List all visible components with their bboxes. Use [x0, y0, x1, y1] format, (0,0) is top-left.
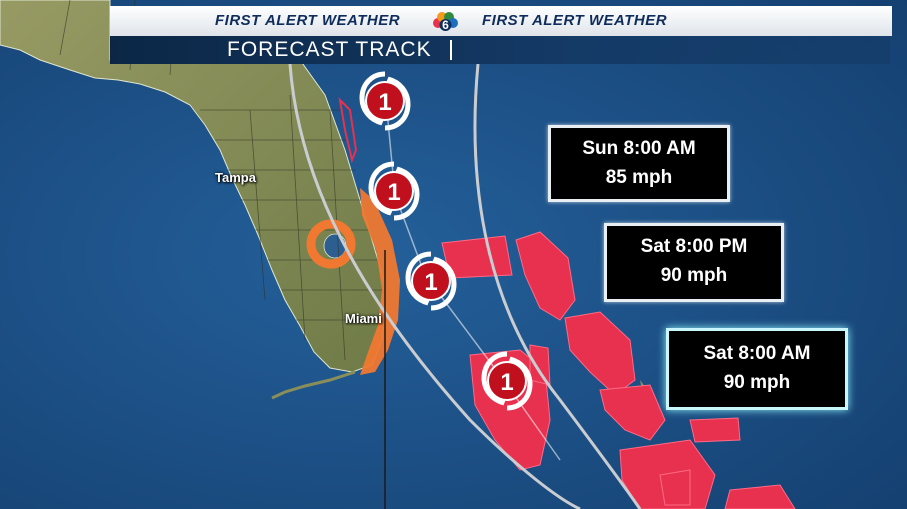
florida-keys [271, 370, 356, 400]
storm-category: 1 [500, 369, 513, 396]
forecast-label-sun-8am: Sun 8:00 AM 85 mph [548, 125, 730, 202]
county-lines [59, 0, 384, 361]
logo-digit: 6 [442, 18, 449, 32]
forecast-time: Sun 8:00 AM [582, 138, 696, 159]
brand-left-text: FIRST ALERT WEATHER [215, 12, 401, 29]
forecast-time: Sat 8:00 PM [640, 236, 748, 257]
forecast-wind: 90 mph [723, 372, 791, 393]
hurricane-icon: 1 [481, 351, 533, 411]
forecast-cone [288, 63, 581, 509]
forecast-wind: 85 mph [605, 167, 673, 188]
storm-category: 1 [378, 89, 391, 116]
forecast-label-sat-8am: Sat 8:00 AM 90 mph [666, 328, 848, 410]
hurricane-icon: 1 [405, 251, 457, 311]
storm-category: 1 [387, 179, 400, 206]
forecast-time: Sat 8:00 AM [703, 343, 811, 364]
page-title: FORECAST TRACK [227, 38, 432, 61]
florida-landmass [0, 0, 387, 373]
title-cursor [450, 40, 452, 60]
city-label-tampa: Tampa [215, 170, 256, 185]
forecast-wind: 90 mph [660, 265, 728, 286]
hurricane-icon: 1 [368, 161, 420, 221]
forecast-cone-right [473, 63, 642, 509]
forecast-label-sat-8pm: Sat 8:00 PM 90 mph [604, 223, 784, 302]
tropical-storm-watch-area [360, 188, 400, 375]
city-label-miami: Miami [345, 311, 382, 326]
lake-watch-ring [306, 219, 356, 269]
hurricane-watch-outline [338, 97, 358, 164]
hurricane-icon: 1 [359, 71, 411, 131]
brand-bar: FIRST ALERT WEATHER 6 FIRST ALERT WEATHE… [110, 6, 892, 36]
storm-category: 1 [424, 269, 437, 296]
brand-right-text: FIRST ALERT WEATHER [482, 12, 668, 29]
peacock-logo-icon: 6 [433, 12, 458, 32]
title-bar: FORECAST TRACK [110, 36, 890, 64]
